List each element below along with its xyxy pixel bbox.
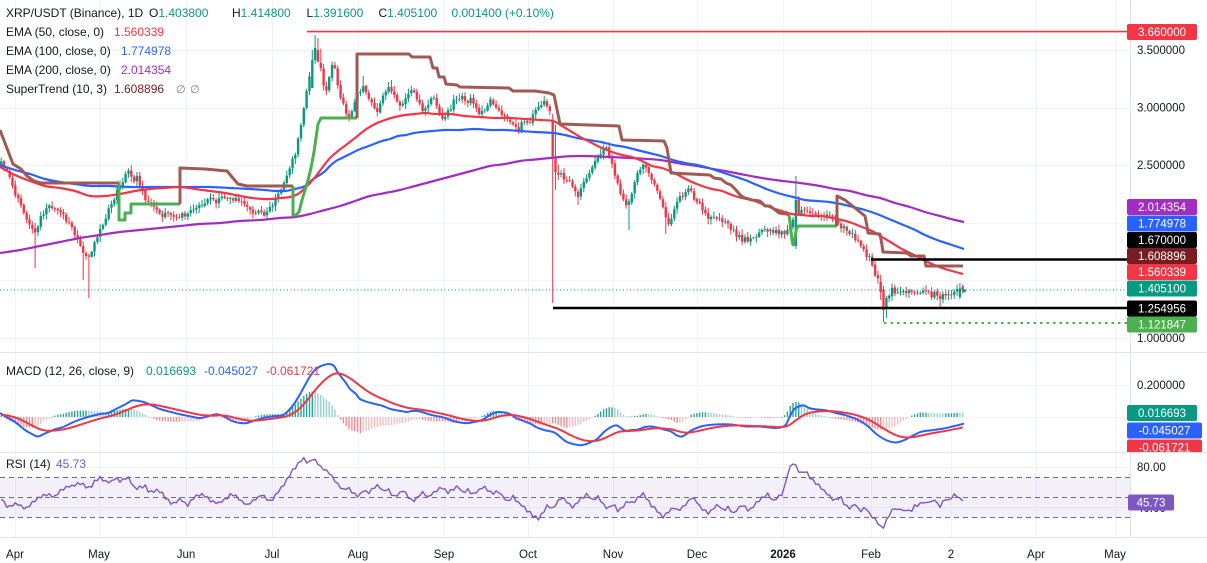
svg-text:MACD (12, 26, close, 9)0.01669: MACD (12, 26, close, 9) 0.016693 -0.045027… (6, 364, 320, 378)
svg-text:Sep: Sep (434, 549, 454, 561)
svg-text:Jul: Jul (265, 549, 280, 561)
svg-text:Oct: Oct (519, 549, 538, 561)
svg-text:1.608896: 1.608896 (1138, 251, 1186, 263)
svg-text:2.014354: 2.014354 (1138, 202, 1187, 214)
svg-text:May: May (88, 549, 110, 561)
svg-text:1.560339: 1.560339 (1138, 267, 1186, 279)
svg-text:Feb: Feb (861, 549, 881, 561)
svg-text:Nov: Nov (603, 549, 624, 561)
svg-text:Aug: Aug (348, 549, 368, 561)
svg-text:1.254956: 1.254956 (1138, 304, 1186, 316)
svg-text:EMA (100, close, 0)1.774978: EMA (100, close, 0) 1.774978 (6, 44, 171, 58)
svg-text:2: 2 (948, 549, 954, 561)
svg-text:1.670000: 1.670000 (1138, 235, 1186, 247)
svg-text:SuperTrend (10, 3)1.608896∅∅: SuperTrend (10, 3) 1.608896 ∅ ∅ (6, 82, 200, 96)
svg-text:Jun: Jun (177, 549, 196, 561)
svg-text:0.200000: 0.200000 (1137, 380, 1185, 392)
svg-text:3.660000: 3.660000 (1138, 27, 1186, 39)
svg-text:-0.061721: -0.061721 (1139, 443, 1191, 455)
svg-text:1.121847: 1.121847 (1138, 320, 1186, 332)
svg-text:-0.045027: -0.045027 (1139, 426, 1191, 438)
svg-text:2026: 2026 (770, 549, 796, 561)
svg-text:Apr: Apr (6, 549, 24, 561)
svg-text:EMA (200, close, 0)2.014354: EMA (200, close, 0) 2.014354 (6, 63, 171, 77)
svg-text:3.500000: 3.500000 (1137, 45, 1185, 57)
svg-text:EMA (50, close, 0)1.560339: EMA (50, close, 0) 1.560339 (6, 25, 164, 39)
svg-text:RSI (14)45.73: RSI (14) 45.73 (6, 457, 86, 471)
svg-text:1.000000: 1.000000 (1137, 333, 1185, 345)
svg-text:2.500000: 2.500000 (1137, 160, 1185, 172)
svg-text:1.405100: 1.405100 (1138, 284, 1186, 296)
svg-text:0.016693: 0.016693 (1138, 408, 1186, 420)
svg-text:45.73: 45.73 (1137, 498, 1166, 510)
svg-text:1.774978: 1.774978 (1138, 219, 1186, 231)
svg-text:Apr: Apr (1027, 549, 1045, 561)
svg-text:Dec: Dec (687, 549, 708, 561)
svg-text:May: May (1104, 549, 1126, 561)
svg-text:3.000000: 3.000000 (1137, 103, 1185, 115)
svg-text:80.00: 80.00 (1137, 462, 1166, 474)
